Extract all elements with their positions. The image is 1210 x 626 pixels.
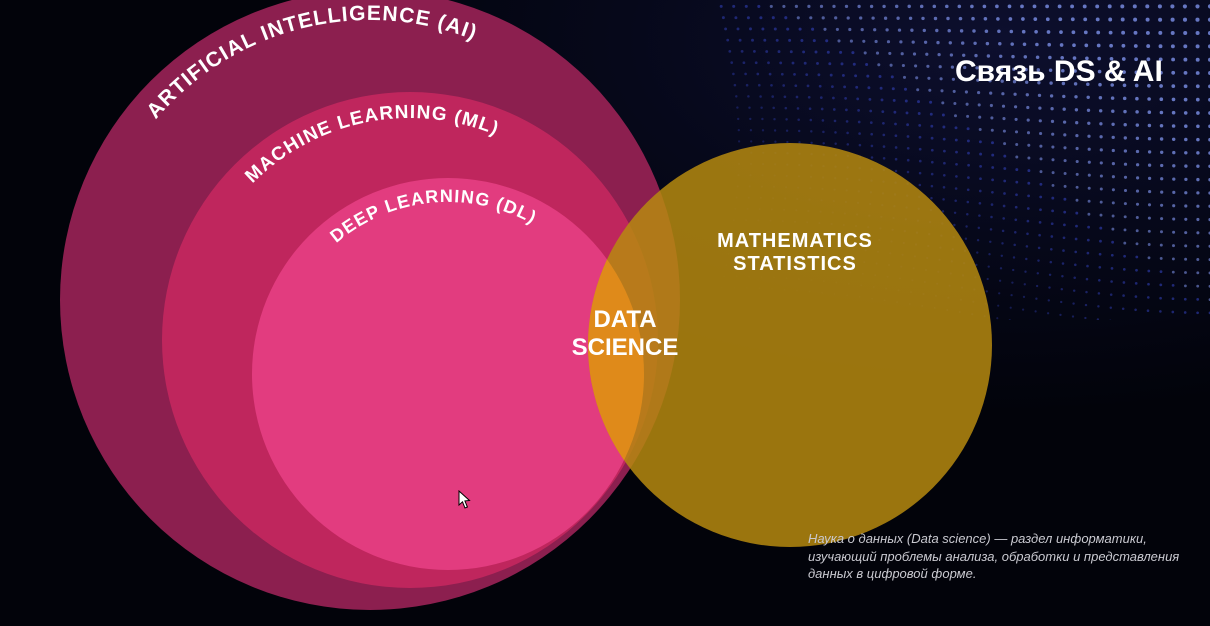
intersection-label-line1: DATA [555, 306, 695, 334]
intersection-label-line2: SCIENCE [555, 334, 695, 362]
slide-caption: Наука о данных (Data science) — раздел и… [808, 530, 1198, 583]
slide-stage: Связь DS & AI DATA SCIENCE ARTIFICIAL IN… [0, 0, 1210, 626]
math-label-line2: STATISTICS [685, 253, 905, 276]
intersection-label-data-science: DATA SCIENCE [555, 306, 695, 361]
slide-title: Связь DS & AI [955, 55, 1163, 89]
circle-label-math: MATHEMATICS STATISTICS [685, 230, 905, 276]
math-label-line1: MATHEMATICS [685, 230, 905, 253]
circle-dl [252, 178, 644, 570]
